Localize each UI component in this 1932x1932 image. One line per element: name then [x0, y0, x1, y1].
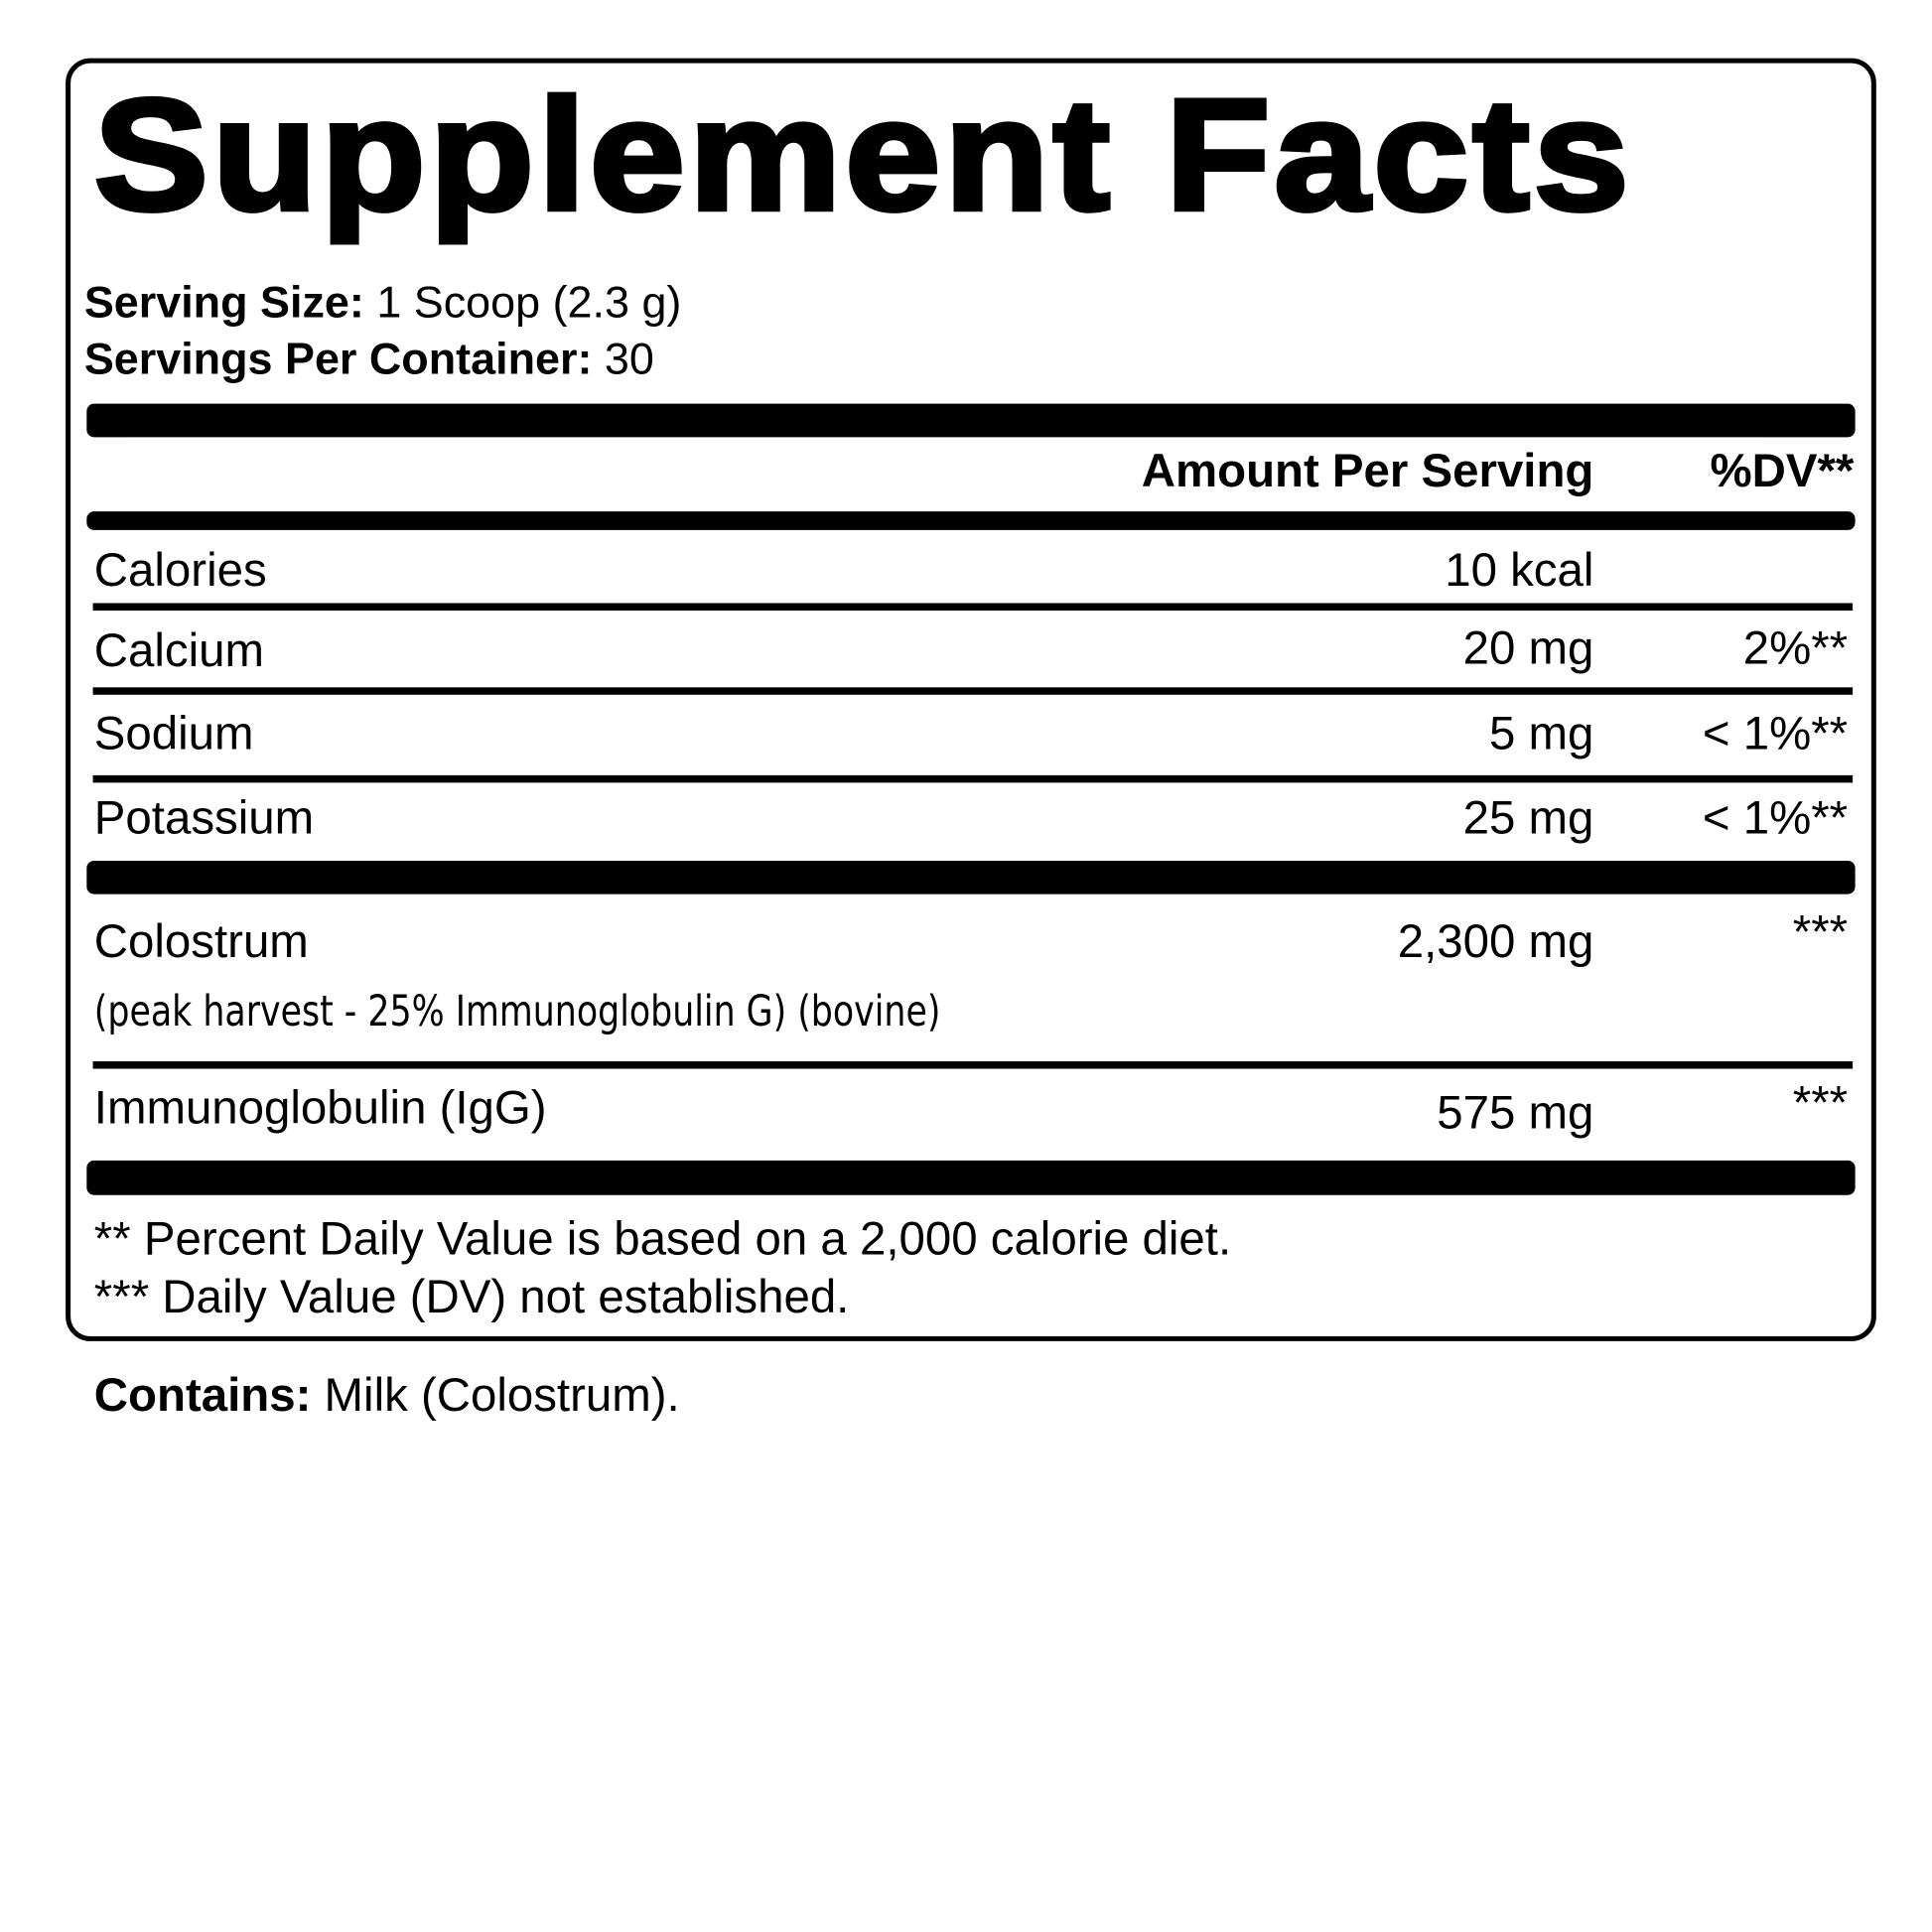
- row-divider: [92, 1061, 1854, 1069]
- row-calories-amount: 10 kcal: [1445, 544, 1594, 598]
- servings-per-container-value: 30: [604, 333, 654, 384]
- panel-title: Supplement Facts: [91, 67, 1633, 244]
- row-calcium-amount: 20 mg: [1462, 622, 1594, 675]
- serving-size-value: 1 Scoop (2.3 g): [376, 276, 682, 328]
- contains-label: Contains:: [93, 1369, 312, 1423]
- row-sodium-amount: 5 mg: [1489, 708, 1594, 760]
- thick-divider: [86, 860, 1856, 895]
- row-potassium-amount: 25 mg: [1462, 792, 1594, 845]
- thick-divider: [86, 403, 1856, 438]
- row-divider: [92, 603, 1854, 611]
- row-colostrum-amount: 2,300 mg: [1397, 916, 1594, 969]
- serving-size: Serving Size: 1 Scoop (2.3 g): [84, 279, 682, 325]
- row-calcium-dv: 2%**: [1742, 622, 1849, 675]
- row-sodium-dv: < 1%**: [1702, 708, 1849, 760]
- amount-header: Amount Per Serving: [1141, 446, 1594, 498]
- row-igg-dv: ***: [1792, 1077, 1849, 1130]
- servings-per-container: Servings Per Container: 30: [84, 337, 654, 381]
- footnote-not-established: *** Daily Value (DV) not established.: [93, 1272, 850, 1324]
- row-igg-name: Immunoglobulin (IgG): [93, 1082, 547, 1135]
- row-sodium-name: Sodium: [93, 708, 254, 760]
- row-potassium-dv: < 1%**: [1702, 792, 1849, 845]
- contains-value: Milk (Colostrum).: [324, 1369, 680, 1423]
- row-colostrum-name: Colostrum: [93, 916, 309, 969]
- row-calories-name: Calories: [93, 544, 267, 598]
- row-colostrum-note: (peak harvest - 25% Immunoglobulin G) (b…: [93, 987, 941, 1037]
- medium-divider: [86, 511, 1856, 530]
- row-colostrum-dv: ***: [1792, 906, 1849, 959]
- row-divider: [92, 774, 1854, 783]
- servings-per-container-label: Servings Per Container:: [83, 333, 593, 384]
- row-igg-amount: 575 mg: [1437, 1087, 1594, 1140]
- serving-size-label: Serving Size:: [83, 276, 364, 328]
- facts-panel-border: [66, 58, 1876, 1341]
- row-divider: [92, 687, 1854, 695]
- dv-header: %DV**: [1710, 446, 1855, 498]
- footnote-dv: ** Percent Daily Value is based on a 2,0…: [93, 1213, 1232, 1266]
- row-calcium-name: Calcium: [93, 624, 265, 678]
- row-potassium-name: Potassium: [93, 792, 315, 845]
- thick-divider: [86, 1160, 1856, 1195]
- allergen-statement: Contains: Milk (Colostrum).: [94, 1372, 680, 1419]
